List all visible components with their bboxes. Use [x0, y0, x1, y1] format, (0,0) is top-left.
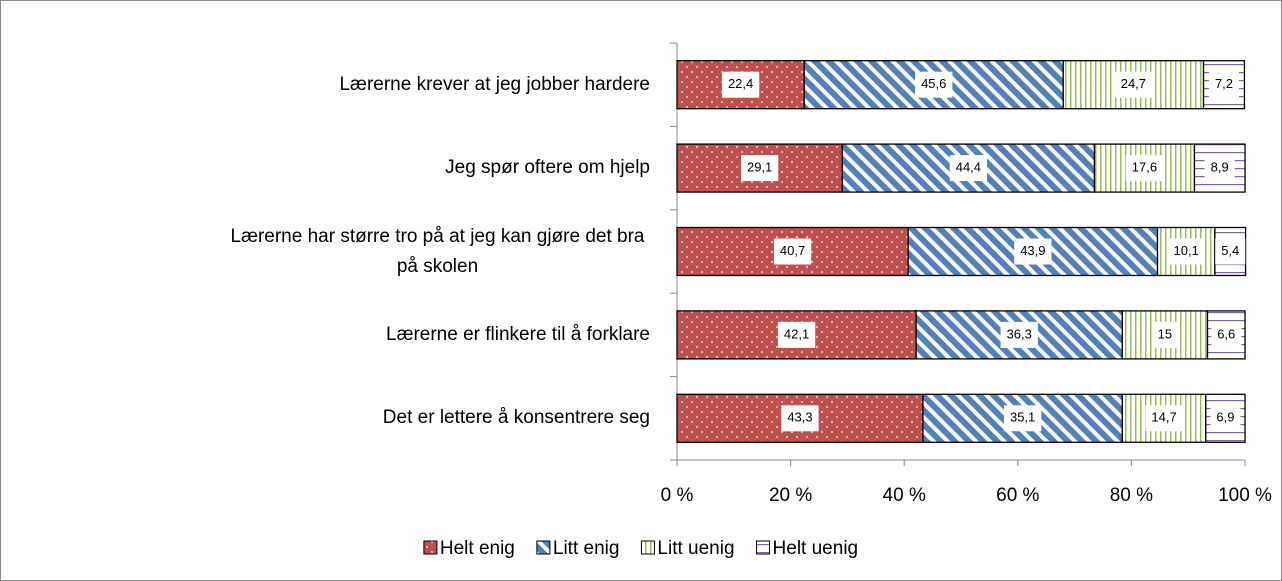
- category-label-box: Det er lettere å konsentrere seg: [50, 378, 650, 458]
- value-label-bg: [781, 405, 819, 432]
- value-label: 14,7: [1151, 410, 1176, 425]
- value-label: 15: [1158, 326, 1172, 341]
- category-label-box: Lærerne krever at jeg jobber hardere: [50, 45, 650, 125]
- bar-segment: [676, 143, 843, 193]
- legend-label: Helt enig: [440, 538, 515, 559]
- value-label: 29,1: [747, 160, 772, 175]
- y-tick-label: Lærerne krever at jeg jobber hardere: [339, 73, 650, 95]
- value-label-bg: [1145, 405, 1183, 432]
- bar-segment: [676, 226, 909, 277]
- value-label: 10,1: [1174, 243, 1199, 258]
- value-label: 42,1: [784, 326, 809, 341]
- bar-segment: [922, 393, 1123, 443]
- value-label-bg: [1167, 238, 1205, 265]
- y-tick-label: Lærerne har større tro på at jeg kan gjø…: [230, 225, 645, 277]
- legend-swatch: [536, 540, 551, 555]
- legend-swatch: [640, 540, 655, 555]
- x-tick-label: 100 %: [1218, 485, 1272, 506]
- value-label: 8,9: [1211, 160, 1229, 175]
- value-label: 5,4: [1221, 243, 1239, 258]
- legend-label: Helt uenig: [773, 538, 859, 559]
- value-label: 45,6: [921, 76, 946, 91]
- value-label: 6,6: [1217, 326, 1235, 341]
- value-label-bg: [777, 321, 816, 348]
- value-label-bg: [1014, 238, 1052, 265]
- legend-swatch: [756, 540, 771, 555]
- value-label-bg: [740, 155, 779, 182]
- value-label-bg: [1003, 405, 1042, 432]
- value-label-bg: [1000, 321, 1038, 348]
- value-label: 35,1: [1010, 410, 1035, 425]
- value-label: 40,7: [780, 243, 805, 258]
- category-label-box: Lærerne er flinkere til å forklare: [50, 295, 650, 375]
- value-label-bg: [1125, 155, 1164, 182]
- value-label: 22,4: [728, 76, 753, 91]
- x-tick-label: 60 %: [996, 485, 1039, 506]
- value-label-bg: [949, 155, 988, 182]
- y-tick-label: Jeg spør oftere om hjelp: [445, 157, 650, 179]
- value-label-bg: [915, 71, 953, 98]
- value-label-bg: [721, 71, 760, 98]
- value-label-bg: [1211, 321, 1242, 348]
- value-label: 24,7: [1121, 76, 1146, 91]
- value-label: 17,6: [1132, 160, 1157, 175]
- x-tick-label: 80 %: [1110, 485, 1153, 506]
- x-tick-label: 0 %: [661, 485, 694, 506]
- value-label: 43,3: [787, 410, 812, 425]
- value-label: 44,4: [956, 160, 981, 175]
- legend-swatch: [423, 540, 438, 555]
- category-label-box: Lærerne har større tro på at jeg kan gjø…: [50, 212, 650, 292]
- x-tick-label: 40 %: [883, 485, 926, 506]
- value-label: 7,2: [1215, 76, 1233, 91]
- value-label-bg: [1208, 71, 1240, 98]
- value-label-bg: [1114, 71, 1153, 98]
- value-label-bg: [773, 238, 812, 265]
- value-label: 43,9: [1020, 243, 1045, 258]
- value-label: 6,9: [1216, 410, 1234, 425]
- legend-label: Litt enig: [553, 538, 620, 559]
- category-label-box: Jeg spør oftere om hjelp: [50, 128, 650, 208]
- value-label-bg: [1151, 321, 1179, 348]
- y-tick-label: Det er lettere å konsentrere seg: [382, 407, 650, 429]
- value-label-bg: [1215, 238, 1246, 265]
- value-label-bg: [1210, 405, 1241, 432]
- legend-label: Litt uenig: [657, 538, 734, 559]
- value-label-bg: [1204, 155, 1235, 182]
- x-tick-label: 20 %: [769, 485, 812, 506]
- value-label: 36,3: [1007, 326, 1032, 341]
- y-tick-label: Lærerne er flinkere til å forklare: [386, 323, 650, 345]
